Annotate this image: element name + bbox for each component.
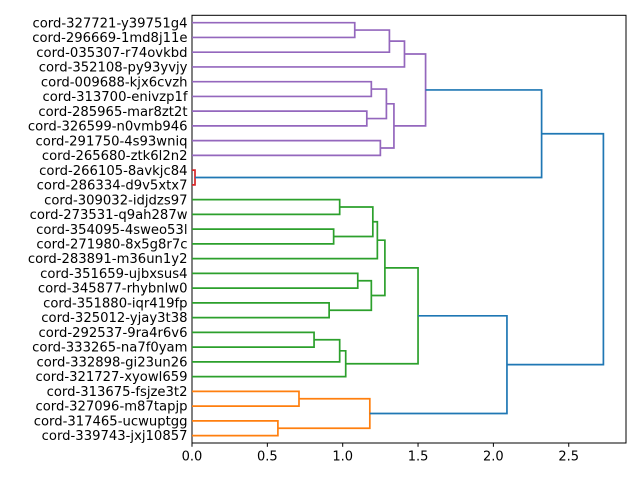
leaf-label: cord-009688-kjx6cvzh [41,75,188,90]
dendrogram-link-blue [506,132,605,366]
leaf-label: cord-292537-9ra4r6v6 [38,326,187,341]
leaf-label: cord-309032-idjdzs97 [44,193,187,208]
leaf-label: cord-333265-na7f0yam [32,341,187,356]
leaf-label: cord-035307-r74ovkbd [36,46,187,61]
leaf-label: cord-291750-4s93wniq [36,134,188,149]
leaf-label: cord-321727-xyowl659 [35,370,187,385]
x-tick-label: 1.5 [408,450,429,465]
leaf-label: cord-313700-enivzp1f [42,90,187,105]
leaf-label: cord-271980-8x5g8r7c [36,237,187,252]
leaf-label: cord-354095-4sweo53l [36,223,187,238]
x-tick-label: 0.0 [182,450,203,465]
leaf-label: cord-339743-jxj10857 [42,429,188,444]
leaf-label: cord-313675-fsjze3t2 [47,385,188,400]
leaf-label: cord-265680-ztk6l2n2 [42,149,188,164]
x-tick-label: 1.0 [332,450,353,465]
leaf-label: cord-351659-ujbxsus4 [40,267,187,282]
leaf-label: cord-327721-y39751g4 [32,16,187,31]
leaf-label: cord-273531-q9ah287w [30,208,188,223]
x-tick-label: 0.5 [257,450,278,465]
x-tick-label: 2.5 [558,450,579,465]
leaf-label: cord-285965-mar8zt2t [38,105,187,120]
leaf-label: cord-266105-8avkjc84 [39,164,187,179]
leaf-label: cord-296669-1md8j11e [32,31,187,46]
leaf-label: cord-326599-n0vmb946 [28,120,188,135]
leaf-label: cord-325012-yjay3t38 [41,311,187,326]
leaf-label: cord-352108-py93yvjy [39,61,188,76]
leaf-label: cord-327096-m87tapjp [35,400,187,415]
leaf-label: cord-283891-m36un1y2 [28,252,188,267]
leaf-label: cord-345877-rhybnlw0 [38,282,188,297]
leaf-label: cord-317465-ucwuptgg [34,414,188,429]
leaf-label: cord-332898-gi23un26 [36,355,187,370]
x-tick-label: 2.0 [483,450,504,465]
leaf-label: cord-351880-iqr419fp [43,296,187,311]
leaf-label: cord-286334-d9v5xtx7 [37,179,188,194]
